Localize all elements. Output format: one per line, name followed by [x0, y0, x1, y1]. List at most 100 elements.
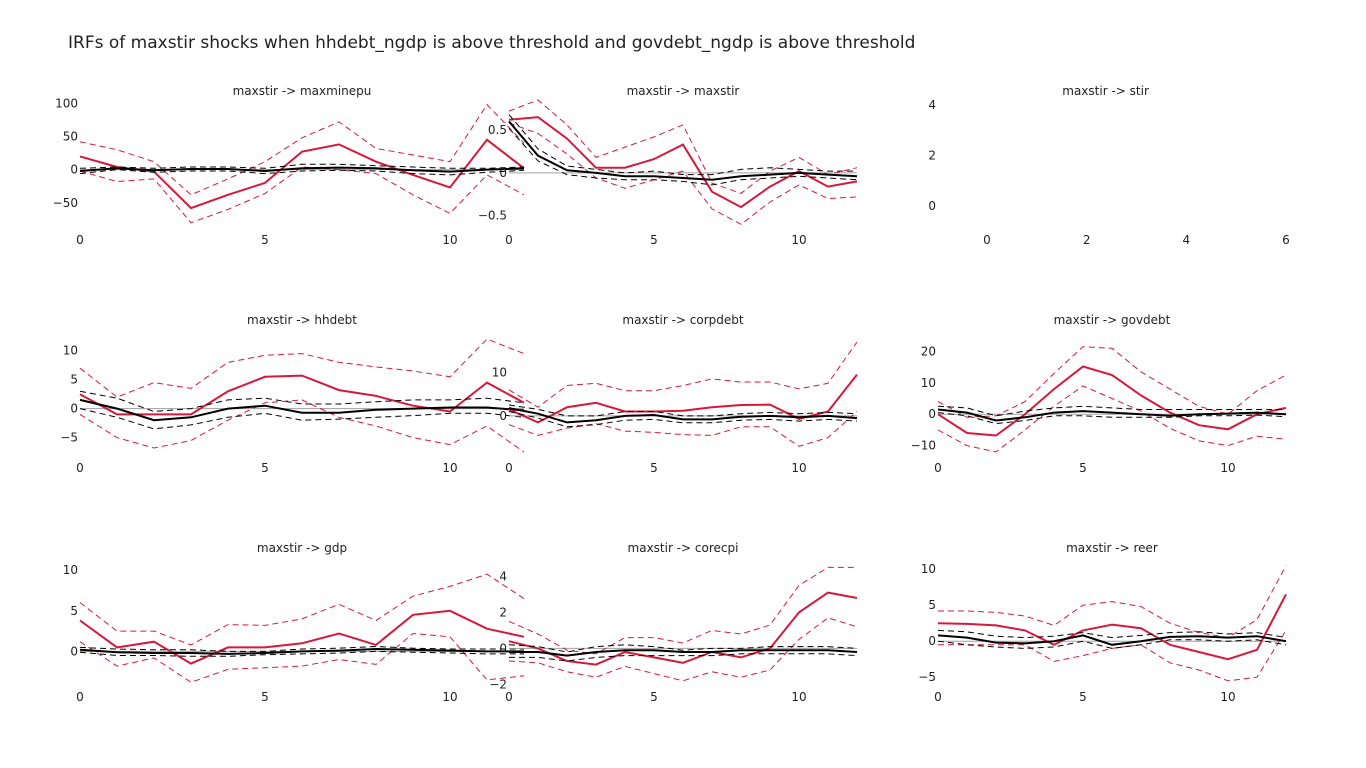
series-linear-lower [509, 653, 858, 662]
x-tick-label: 5 [1079, 690, 1087, 704]
y-tick-label: −0.5 [478, 209, 507, 223]
x-tick-label: 0 [934, 690, 942, 704]
y-tick-label: 100 [55, 96, 78, 110]
y-tick-label: 20 [921, 344, 936, 358]
y-tick-label: 5 [70, 373, 78, 387]
y-tick-label: 0 [928, 634, 936, 648]
series-state-lower [79, 632, 525, 683]
y-tick-label: −5 [918, 670, 936, 684]
series-state [937, 593, 1287, 661]
y-tick-label: −50 [53, 196, 78, 210]
main-title: IRFs of maxstir shocks when hhdebt_ngdp … [68, 33, 916, 53]
panel-title: maxstir -> maxminepu [233, 84, 372, 98]
series-linear-lower [508, 411, 858, 428]
series-state-lower [508, 617, 858, 682]
series-linear [937, 408, 1287, 422]
panel-title: maxstir -> maxstir [627, 84, 740, 98]
panel-7: maxstir -> gdp 0 5 10 0 5 10 [63, 541, 525, 704]
x-tick-label: 2 [1083, 233, 1091, 247]
y-tick-label: 0 [928, 199, 936, 213]
series-linear-upper [508, 114, 857, 176]
y-tick-label: −5 [60, 431, 78, 445]
x-tick-label: 10 [442, 461, 457, 475]
series-state-lower [79, 166, 525, 224]
x-tick-label: 5 [261, 233, 269, 247]
x-tick-label: 10 [1220, 690, 1235, 704]
panel-title: maxstir -> gdp [257, 541, 347, 555]
x-tick-label: 5 [261, 690, 269, 704]
y-tick-label: 0 [70, 644, 78, 658]
series-linear-lower [937, 639, 1287, 649]
y-tick-label: 0.5 [488, 123, 507, 137]
y-tick-label: 0 [499, 641, 507, 655]
panel-5: maxstir -> corpdebt 0 10 0 5 10 [492, 313, 858, 475]
y-tick-label: 0 [70, 402, 78, 416]
panel-9: maxstir -> reer −5 0 5 10 0 5 10 [918, 541, 1287, 704]
x-tick-label: 6 [1282, 233, 1290, 247]
x-tick-label: 5 [650, 690, 658, 704]
y-tick-label: 5 [928, 598, 936, 612]
series-linear-lower [79, 650, 524, 657]
panel-title: maxstir -> stir [1062, 84, 1149, 98]
y-tick-label: −10 [911, 439, 936, 453]
series-linear-upper [79, 645, 524, 652]
series-state [79, 374, 525, 416]
y-tick-label: 10 [921, 376, 936, 390]
x-tick-label: 5 [650, 461, 658, 475]
x-tick-label: 10 [791, 233, 806, 247]
x-tick-label: 0 [76, 233, 84, 247]
y-tick-label: 10 [492, 365, 507, 379]
panel-1: maxstir -> maxminepu −50 0 50 100 0 5 10 [53, 84, 525, 247]
panel-title: maxstir -> corecpi [628, 541, 739, 555]
y-tick-label: 0 [499, 409, 507, 423]
x-tick-label: 0 [505, 461, 513, 475]
series-state-upper [937, 346, 1287, 418]
y-tick-label: 5 [70, 604, 78, 618]
y-tick-label: 50 [63, 129, 78, 143]
panel-2: maxstir -> maxstir −0.5 0 0.5 0 5 10 [478, 84, 858, 247]
series-state-upper [508, 99, 858, 194]
x-tick-label: 10 [791, 461, 806, 475]
panel-3: maxstir -> stir 0 2 4 0 2 4 6 [928, 84, 1289, 247]
y-tick-label: 0 [499, 166, 507, 180]
series-state-upper [938, 565, 1287, 639]
y-tick-label: 10 [63, 344, 78, 358]
series-linear [509, 649, 858, 657]
x-tick-label: 5 [650, 233, 658, 247]
panel-title: maxstir -> hhdebt [247, 313, 357, 327]
series-linear [79, 166, 525, 173]
series-state-upper [79, 103, 525, 196]
x-tick-label: 5 [1079, 461, 1087, 475]
series-linear-lower [79, 408, 525, 430]
x-tick-label: 0 [934, 461, 942, 475]
series-state-lower [508, 411, 858, 447]
series-state-lower [508, 122, 858, 225]
y-tick-label: 0 [70, 163, 78, 177]
series-linear [508, 120, 858, 181]
series-linear-upper [937, 629, 1287, 639]
series-state [79, 138, 525, 210]
series-linear [508, 407, 858, 424]
x-tick-label: 0 [983, 233, 991, 247]
series-state [508, 373, 858, 424]
x-tick-label: 10 [1220, 461, 1235, 475]
series-state [937, 365, 1287, 437]
x-tick-label: 0 [505, 233, 513, 247]
x-tick-label: 10 [791, 690, 806, 704]
series-linear [79, 398, 525, 422]
series-state-lower [937, 385, 1287, 453]
series-linear-lower [937, 412, 1287, 425]
series-linear-upper [937, 405, 1286, 417]
panel-title: maxstir -> reer [1066, 541, 1158, 555]
y-tick-label: −2 [489, 677, 507, 691]
series-linear-upper [79, 390, 525, 413]
x-tick-label: 4 [1183, 233, 1191, 247]
x-tick-label: 5 [261, 461, 269, 475]
series-state [508, 116, 858, 209]
series-linear-upper [508, 644, 858, 653]
y-tick-label: 4 [499, 569, 507, 583]
y-tick-label: 10 [63, 563, 78, 577]
series-state-upper [79, 573, 525, 646]
